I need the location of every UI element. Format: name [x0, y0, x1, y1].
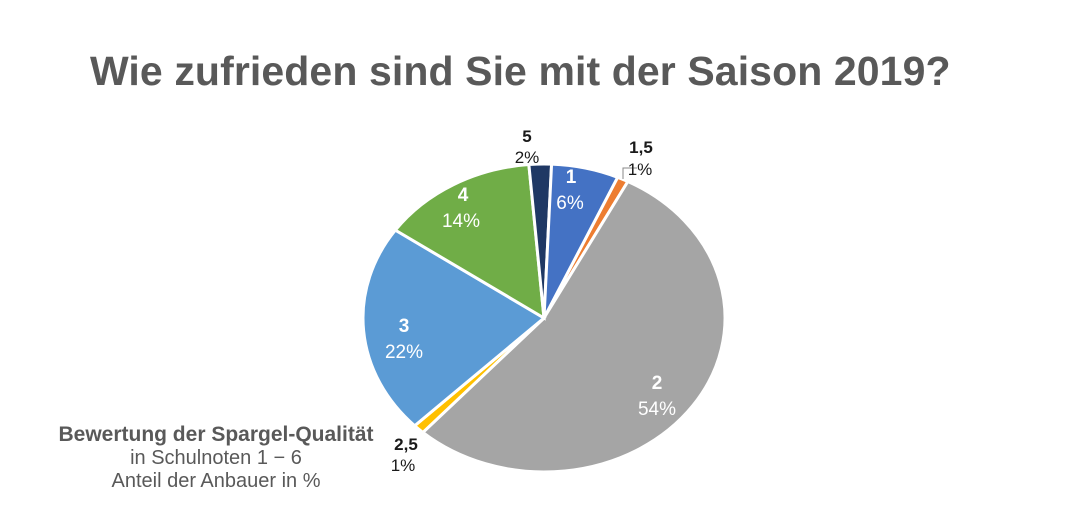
svg-text:6%: 6%	[556, 193, 584, 214]
svg-text:14%: 14%	[442, 211, 480, 232]
svg-text:54%: 54%	[638, 399, 676, 420]
svg-text:4: 4	[458, 185, 469, 206]
svg-text:1,5: 1,5	[629, 138, 653, 157]
svg-text:2%: 2%	[515, 148, 540, 167]
svg-text:2: 2	[652, 373, 663, 394]
svg-text:1: 1	[566, 167, 577, 188]
svg-text:5: 5	[522, 127, 531, 146]
svg-text:3: 3	[399, 316, 410, 337]
svg-text:1%: 1%	[628, 160, 653, 179]
svg-text:22%: 22%	[385, 342, 423, 363]
svg-text:1%: 1%	[391, 456, 416, 475]
svg-text:2,5: 2,5	[394, 435, 418, 454]
